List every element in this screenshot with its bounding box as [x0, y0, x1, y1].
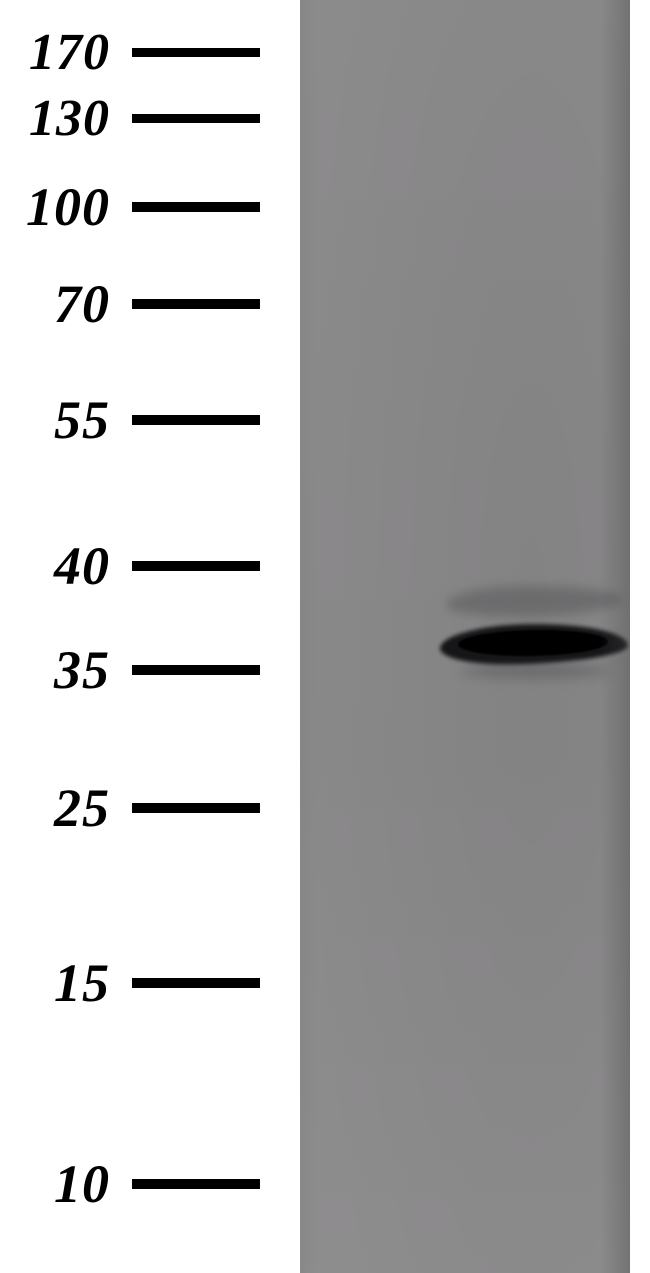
band-smear-lower — [460, 664, 610, 678]
mw-marker-label: 35 — [0, 639, 110, 701]
mw-marker-tick — [132, 48, 260, 57]
mw-marker-label: 55 — [0, 389, 110, 451]
mw-marker-label: 25 — [0, 777, 110, 839]
mw-marker-label: 70 — [0, 273, 110, 335]
mw-marker-label: 40 — [0, 535, 110, 597]
mw-marker-label: 100 — [0, 176, 110, 238]
mw-marker: 100 — [0, 175, 275, 240]
mw-marker-label: 10 — [0, 1153, 110, 1215]
mw-marker-label: 170 — [0, 23, 110, 82]
mw-marker-tick — [132, 1179, 260, 1189]
blot-membrane — [300, 0, 630, 1273]
mw-marker: 70 — [0, 272, 275, 337]
mw-marker-tick — [132, 114, 260, 123]
mw-ladder: 170 130 100 70 55 40 35 25 15 10 — [0, 0, 275, 1273]
figure-container: 170 130 100 70 55 40 35 25 15 10 — [0, 0, 650, 1273]
mw-marker: 55 — [0, 388, 275, 453]
mw-marker: 170 — [0, 22, 275, 84]
mw-marker-tick — [132, 665, 260, 675]
mw-marker: 10 — [0, 1152, 275, 1217]
mw-marker: 25 — [0, 776, 275, 841]
mw-marker-label: 130 — [0, 89, 110, 148]
mw-marker-tick — [132, 202, 260, 212]
mw-marker: 35 — [0, 638, 275, 703]
mw-marker: 130 — [0, 88, 275, 150]
mw-marker: 15 — [0, 951, 275, 1016]
mw-marker-tick — [132, 415, 260, 425]
mw-marker-tick — [132, 299, 260, 309]
mw-marker-tick — [132, 803, 260, 813]
mw-marker-label: 15 — [0, 952, 110, 1014]
mw-marker-tick — [132, 561, 260, 571]
mw-marker: 40 — [0, 534, 275, 599]
mw-marker-tick — [132, 978, 260, 988]
